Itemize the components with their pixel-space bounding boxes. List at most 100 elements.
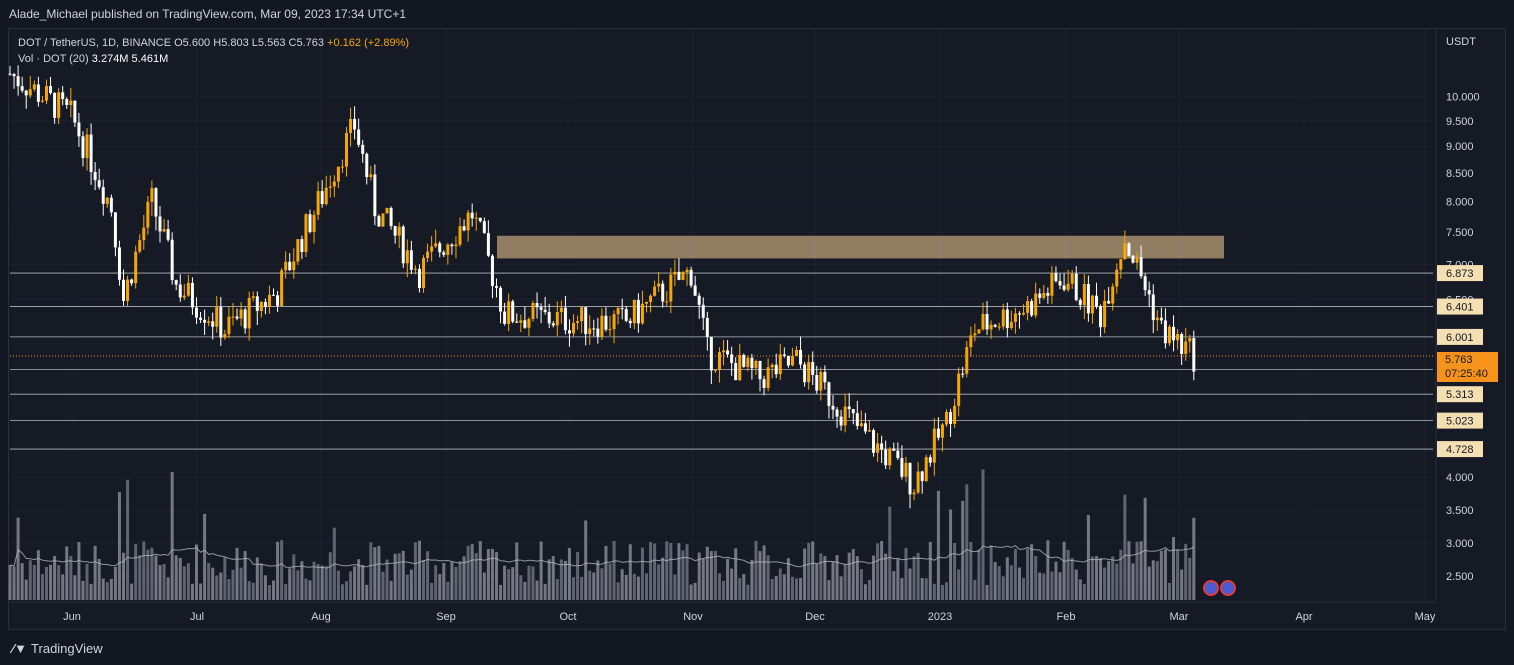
candle-body [280,270,284,306]
volume-bar [734,548,738,600]
flag-event-icon[interactable] [1220,580,1236,596]
volume-bar [1163,549,1167,600]
volume-bar [1155,561,1159,600]
candle-body [499,287,503,312]
candle-body [365,153,369,178]
candle-body [44,86,48,101]
candle-body [1046,292,1050,296]
volume-bar [624,574,628,600]
candle-body [300,239,304,252]
candle-body [1176,334,1180,341]
volume-bar [555,578,559,600]
volume-bar [835,555,839,600]
volume-bar [807,542,811,600]
candle-body [920,471,924,482]
volume-bar [186,563,190,600]
volume-bar [1046,540,1050,600]
volume-bar [665,541,669,600]
tradingview-logo[interactable]: ⁄▼ TradingView [12,641,103,656]
y-tick-label: 3.500 [1446,505,1474,517]
volume-bar [823,556,827,600]
candle-body [28,89,32,96]
volume-bar [8,565,12,600]
chart-frame[interactable] [8,28,1506,630]
candle-body [1188,338,1192,342]
volume-bar [126,479,130,600]
volume-bar [1005,557,1009,600]
volume-bar [397,553,401,600]
candle-body [178,284,182,298]
close-value: C5.763 [288,37,324,49]
candle-body [543,309,547,312]
volume-bar [1054,561,1058,600]
volume-bar [872,555,876,600]
candle-body [349,118,353,133]
volume-bar [738,578,742,600]
candle-body [811,362,815,375]
candle-body [1030,301,1034,316]
volume-bar [888,506,892,600]
volume-bar [1188,557,1192,600]
volume-bar [892,571,896,600]
candle-body [113,212,117,248]
volume-bar [689,584,693,600]
candle-body [1026,301,1030,313]
candle-body [855,413,859,426]
volume-bar [1176,549,1180,600]
candle-body [194,307,198,318]
candle-body [1163,320,1167,344]
volume-bar [243,551,247,600]
volume-bar [1107,560,1111,600]
volume-bar [1180,569,1184,600]
volume-bar [1017,567,1021,600]
volume-bar [620,569,624,600]
level-tag [1437,298,1483,315]
volume-bar [1090,556,1094,600]
candle-body [182,295,186,298]
candle-body [251,296,255,298]
candle-body [101,187,105,204]
candle-body [357,129,361,145]
x-tick-label: 2023 [928,611,952,623]
volume-bar [1086,514,1090,600]
candle-body [454,244,458,247]
candle-body [559,307,563,313]
volume-bar [884,553,888,600]
volume-bar [308,580,312,600]
volume-bar [782,574,786,600]
candle-body [734,363,738,381]
candle-body [49,86,53,93]
volume-bar [717,573,721,600]
volume-bar [101,578,105,600]
flag-event-icon[interactable] [1203,580,1219,596]
volume-bar [1167,582,1171,600]
volume-bar [85,563,89,600]
symbol-label[interactable]: DOT / TetherUS, 1D, BINANCE [18,37,172,49]
volume-bar [584,520,588,600]
event-flags[interactable] [1203,580,1237,601]
candle-body [1180,334,1184,354]
volume-bar [219,572,223,600]
candle-body [705,317,709,338]
volume-bar [945,582,949,600]
volume-bar [1139,541,1143,600]
volume-bar [523,581,527,600]
candle-body [730,354,734,364]
candle-body [576,321,580,323]
candle-body [693,285,697,296]
volume-bar [1066,549,1070,600]
volume-bar [365,584,369,600]
volume-bar [1050,571,1054,600]
volume-bar [1151,560,1155,600]
candle-body [831,405,835,410]
candle-body [1167,326,1171,344]
candle-body [681,272,685,280]
y-tick-label: 8.000 [1446,197,1474,209]
candle-body [150,188,154,202]
volume-label[interactable]: Vol · DOT (20) [18,53,89,65]
volume-bar [490,548,494,600]
candle-body [989,324,993,330]
volume-bar [235,547,239,600]
candle-body [36,84,40,102]
